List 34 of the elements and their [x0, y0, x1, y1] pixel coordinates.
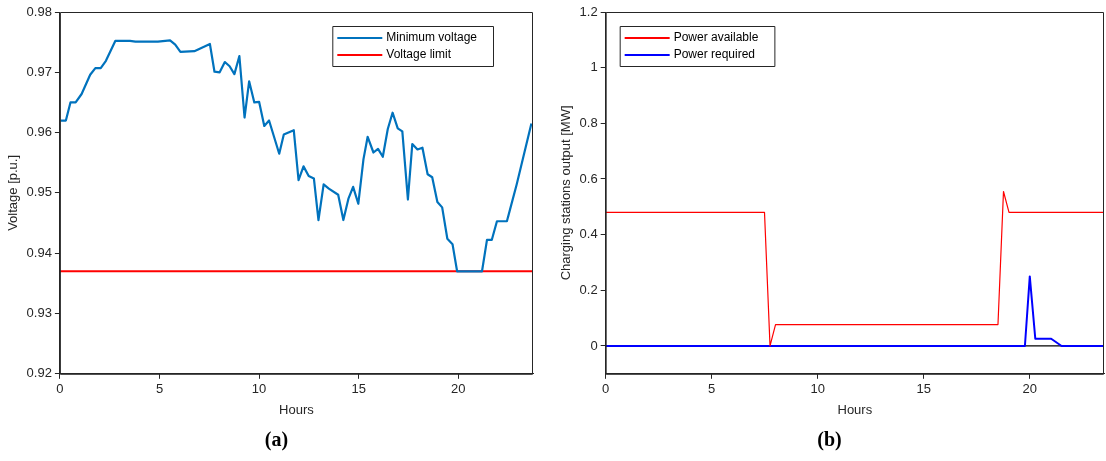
text: (b) [816, 428, 843, 451]
y-tick-label: 0.93 [26, 305, 52, 321]
x-tick-label: 15 [916, 381, 931, 397]
y-tick-label: 0.97 [26, 63, 52, 79]
y-tick-label: 0 [590, 337, 598, 353]
y-tick-label: 0.98 [26, 3, 52, 19]
x-tick-label: 15 [351, 381, 366, 397]
y-tick-label: 0.92 [26, 365, 52, 381]
y-tick-label: 1 [590, 59, 598, 75]
legend-label: Voltage limit [386, 47, 452, 62]
y-tick-label: 0.6 [579, 170, 598, 186]
y-tick-label: 0.4 [579, 226, 598, 242]
x-tick-label: 5 [155, 381, 164, 397]
legend-label: Power available [673, 30, 759, 45]
x-axis-title: Hours [279, 401, 315, 417]
text: (a) [263, 428, 290, 451]
x-tick-label: 10 [810, 381, 825, 397]
y-tick-label: 0.94 [26, 244, 52, 260]
y-tick-label: 0.95 [26, 184, 52, 200]
y-tick-label: 0.96 [26, 124, 52, 140]
x-tick-label: 10 [251, 381, 267, 397]
x-tick-label: 5 [708, 381, 716, 397]
legend-label: Minimum voltage [386, 30, 478, 45]
x-tick-label: 20 [451, 381, 466, 397]
x-tick-label: 20 [1022, 381, 1038, 397]
x-tick-label: 0 [56, 381, 64, 397]
y-tick-label: 0.2 [579, 281, 598, 297]
y-tick-label: 1.2 [579, 3, 598, 19]
y-axis-title: Voltage [p.u.] [5, 154, 21, 231]
legend-label: Power required [673, 47, 756, 62]
y-axis-title: Charging stations output [MW] [558, 105, 574, 281]
x-axis-title: Hours [837, 401, 873, 417]
x-tick-label: 0 [602, 381, 610, 397]
y-tick-label: 0.8 [579, 114, 598, 130]
